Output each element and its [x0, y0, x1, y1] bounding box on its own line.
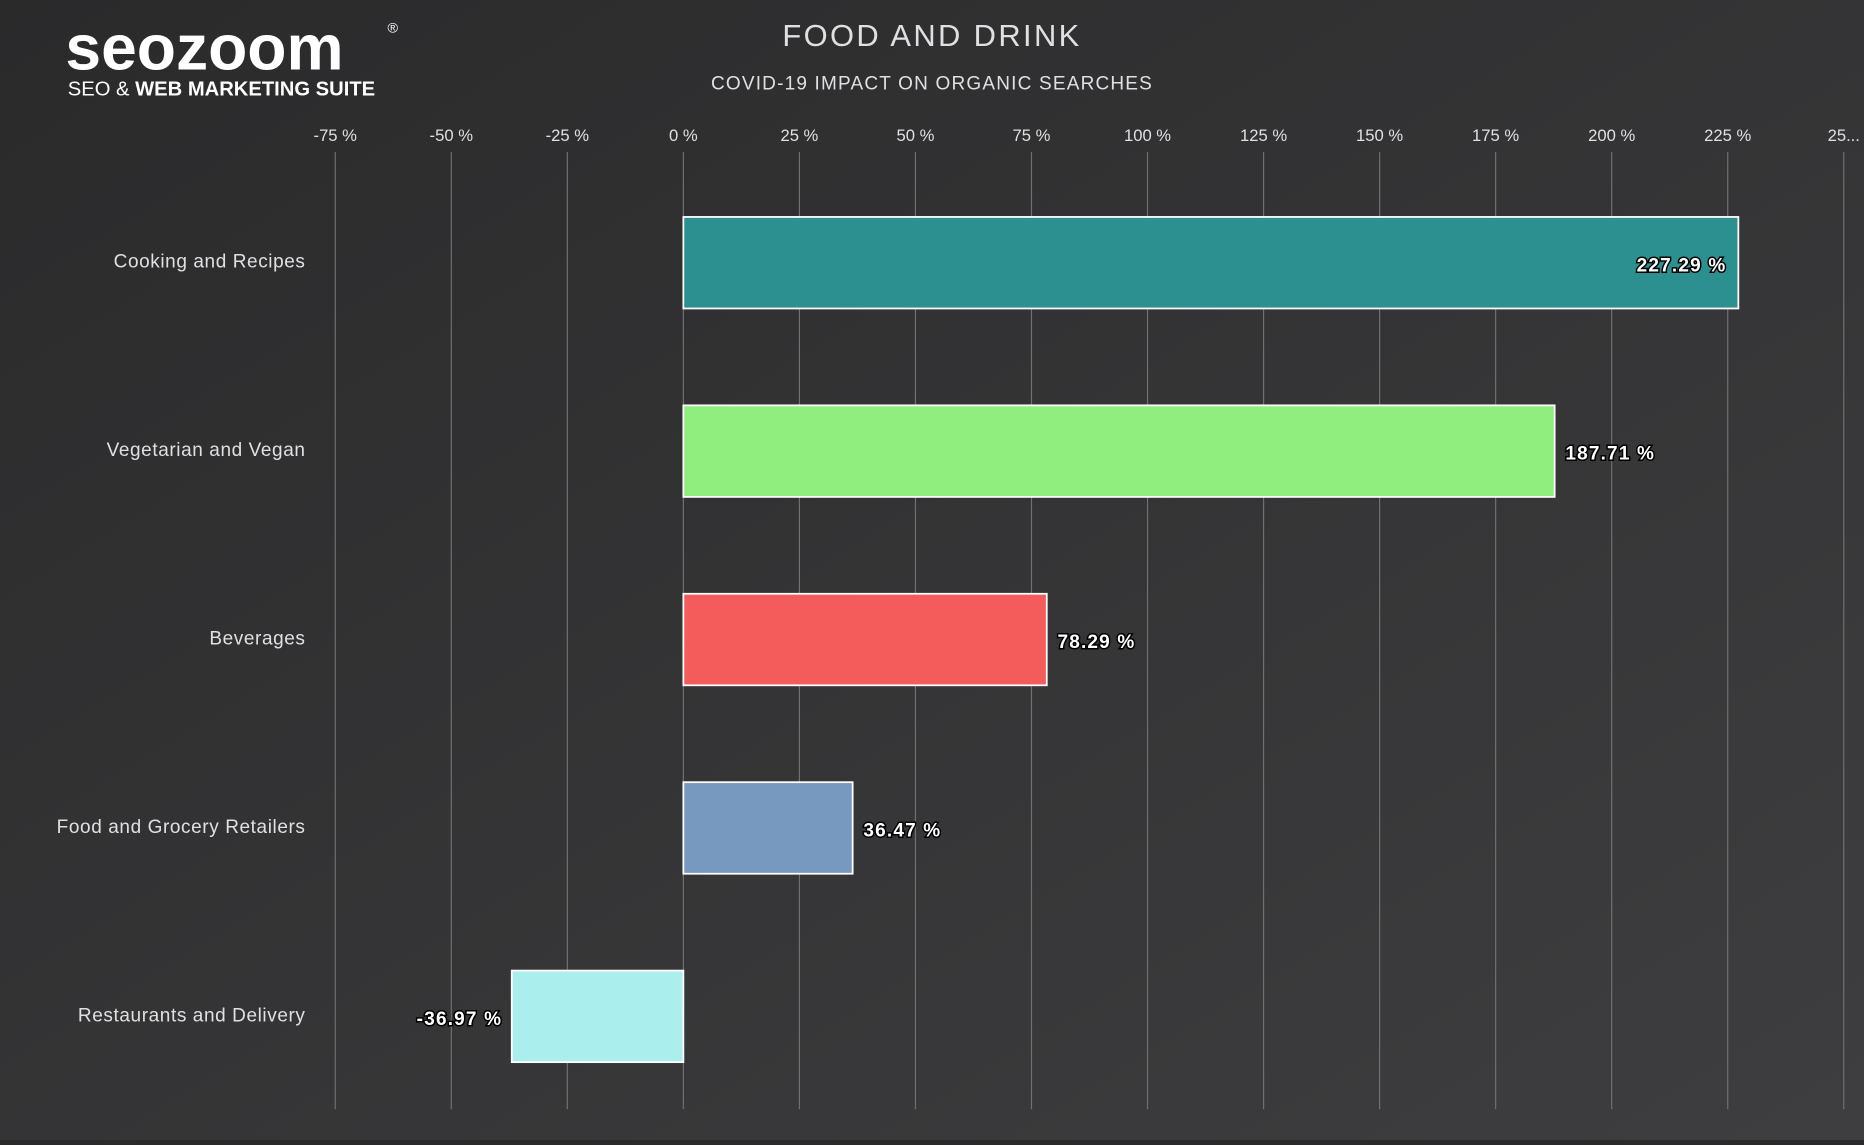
x-tick-label: -50 % [430, 126, 474, 145]
chart-subtitle: COVID-19 IMPACT ON ORGANIC SEARCHES [711, 73, 1153, 94]
x-tick-label: -75 % [314, 126, 358, 145]
x-tick-label: 200 % [1588, 126, 1635, 145]
y-tick-label: Cooking and Recipes [114, 252, 306, 273]
bar [682, 781, 854, 875]
x-tick-label: -25 % [546, 126, 590, 145]
data-label: 227.29 % [1637, 255, 1727, 276]
y-tick-label: Restaurants and Delivery [78, 1005, 306, 1026]
data-label: 187.71 % [1565, 444, 1655, 465]
bar [510, 969, 685, 1064]
bar [682, 592, 1048, 687]
data-label: -36.97 % [417, 1009, 503, 1030]
x-tick-label: 50 % [896, 126, 934, 145]
x-tick-label: 0 % [669, 126, 698, 145]
x-tick-label: 25 % [780, 126, 818, 145]
logo-mark: ® [388, 20, 399, 36]
x-tick-label: 125 % [1240, 126, 1287, 145]
bar [682, 404, 1556, 498]
x-tick-label: 150 % [1356, 126, 1403, 145]
data-label: 78.29 % [1057, 632, 1135, 653]
logo-tagline: SEO & WEB MARKETING SUITE [68, 79, 375, 101]
x-tick-label: 225 % [1704, 126, 1751, 145]
data-label: 36.47 % [863, 821, 941, 842]
y-tick-label: Food and Grocery Retailers [57, 817, 306, 838]
y-tick-label: Vegetarian and Vegan [107, 440, 306, 461]
x-tick-label: 25... [1828, 126, 1860, 145]
bar [682, 216, 1740, 310]
x-tick-label: 100 % [1124, 126, 1171, 145]
logo-brand: seozoom [65, 11, 343, 83]
chart-title: FOOD AND DRINK [782, 18, 1081, 53]
y-tick-label: Beverages [209, 629, 305, 650]
tagline-bold: WEB MARKETING SUITE [135, 79, 375, 101]
tagline-start: SEO & [68, 79, 130, 101]
x-tick-label: 175 % [1472, 126, 1519, 145]
x-tick-label: 75 % [1013, 126, 1051, 145]
